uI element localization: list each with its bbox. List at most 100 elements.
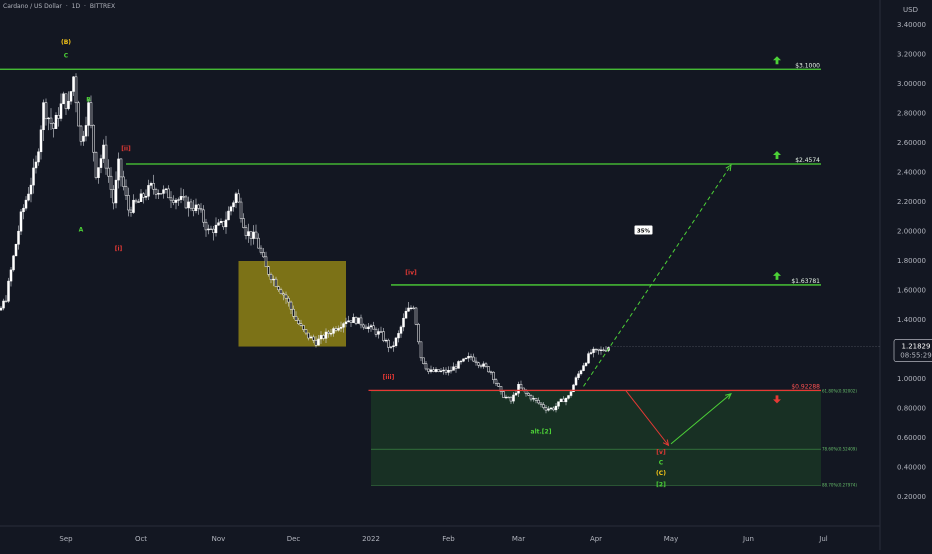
symbol-exchange: BITTREX bbox=[89, 3, 116, 10]
wave-label: [iv] bbox=[405, 269, 417, 276]
candle-body bbox=[424, 363, 428, 370]
candle-body bbox=[159, 193, 163, 195]
y-tick-label: 1.60000 bbox=[897, 287, 926, 295]
candle-body bbox=[152, 183, 155, 190]
candle-body bbox=[134, 199, 138, 203]
candle-body bbox=[42, 102, 45, 131]
candle-body bbox=[482, 363, 485, 367]
annotation-label: 35% bbox=[637, 229, 651, 235]
candle-body bbox=[92, 124, 95, 153]
price-tag-value: 1.21829 bbox=[902, 343, 931, 351]
symbol-name: Cardano / US Dollar bbox=[3, 3, 62, 10]
green-box bbox=[371, 390, 821, 486]
candle-body bbox=[389, 346, 393, 348]
candle-body bbox=[512, 394, 515, 402]
candle-body bbox=[284, 294, 288, 299]
candle-body bbox=[547, 408, 550, 411]
candle-body bbox=[154, 189, 158, 195]
candle-body bbox=[139, 193, 143, 202]
candle-body bbox=[399, 326, 403, 334]
candle-body bbox=[232, 202, 235, 208]
candle-body bbox=[472, 356, 475, 362]
candle-body bbox=[577, 373, 580, 378]
candle-body bbox=[87, 102, 90, 126]
candle-body bbox=[334, 328, 338, 331]
candle-body bbox=[394, 337, 398, 347]
arrowhead-icon bbox=[662, 439, 670, 447]
candle-body bbox=[479, 365, 483, 367]
y-tick-label: 1.40000 bbox=[897, 316, 926, 324]
candle-body bbox=[292, 308, 295, 317]
candle-body bbox=[597, 348, 600, 351]
candle-body bbox=[442, 369, 445, 372]
candle-body bbox=[44, 102, 48, 120]
candle-body bbox=[14, 244, 18, 257]
wave-label: alt.[2] bbox=[531, 429, 552, 436]
candle-body bbox=[554, 405, 558, 411]
candle-body bbox=[222, 221, 225, 228]
candle-body bbox=[317, 338, 320, 346]
y-tick-label: 0.40000 bbox=[897, 464, 926, 472]
candle-body bbox=[294, 316, 298, 321]
x-tick-label: 2022 bbox=[362, 535, 380, 543]
candle-body bbox=[172, 199, 175, 203]
candle-body bbox=[312, 336, 315, 341]
fib-level-label: 61.80%(0.92002) bbox=[822, 388, 857, 393]
candle-body bbox=[519, 384, 523, 389]
candle-body bbox=[437, 369, 440, 372]
candle-body bbox=[122, 176, 125, 187]
candle-body bbox=[262, 252, 265, 258]
candle-body bbox=[484, 363, 488, 367]
candle-body bbox=[124, 186, 128, 196]
candle-body bbox=[252, 231, 255, 239]
y-tick-label: 1.80000 bbox=[897, 257, 926, 265]
candle-body bbox=[227, 210, 230, 221]
candle-body bbox=[224, 219, 228, 228]
candle-body bbox=[534, 398, 538, 401]
candle-body bbox=[382, 331, 385, 341]
candle-body bbox=[569, 391, 573, 396]
y-tick-label: 3.00000 bbox=[897, 80, 926, 88]
candle-body bbox=[572, 384, 575, 393]
candle-body bbox=[459, 360, 463, 363]
candle-body bbox=[257, 237, 260, 249]
fib-level-label: 78.60%(0.52409) bbox=[822, 447, 857, 452]
candle-body bbox=[249, 231, 253, 239]
candle-body bbox=[304, 329, 308, 334]
wave-label: [2] bbox=[656, 482, 666, 489]
candle-body bbox=[279, 289, 283, 294]
candle-body bbox=[314, 340, 318, 346]
candle-body bbox=[357, 317, 360, 324]
candle-body bbox=[212, 228, 215, 234]
candle-body bbox=[117, 158, 120, 181]
candle-body bbox=[467, 356, 470, 359]
title-separator: · bbox=[84, 3, 86, 10]
candle-body bbox=[27, 193, 30, 201]
candle-body bbox=[599, 349, 603, 351]
candle-body bbox=[149, 183, 153, 186]
price-tag[interactable] bbox=[893, 339, 932, 362]
candle-body bbox=[344, 321, 348, 324]
candle-body bbox=[29, 184, 33, 195]
annotation-box bbox=[634, 225, 653, 235]
x-tick-label: Apr bbox=[590, 535, 602, 543]
candle-body bbox=[34, 161, 38, 169]
y-tick-label: 0.80000 bbox=[897, 405, 926, 413]
candle-body bbox=[52, 123, 55, 129]
candle-body bbox=[367, 326, 370, 330]
candle-body bbox=[217, 222, 220, 226]
candle-body bbox=[277, 286, 280, 291]
candle-body bbox=[57, 114, 60, 119]
candle-body bbox=[322, 335, 325, 339]
candle-body bbox=[537, 400, 540, 404]
candle-body bbox=[184, 196, 188, 209]
arrowhead-icon bbox=[725, 164, 732, 172]
candle-body bbox=[209, 228, 213, 231]
wave-label: B bbox=[86, 97, 91, 104]
y-tick-label: 2.00000 bbox=[897, 228, 926, 236]
candle-body bbox=[494, 379, 498, 384]
candle-body bbox=[272, 278, 275, 281]
candle-body bbox=[147, 185, 150, 197]
